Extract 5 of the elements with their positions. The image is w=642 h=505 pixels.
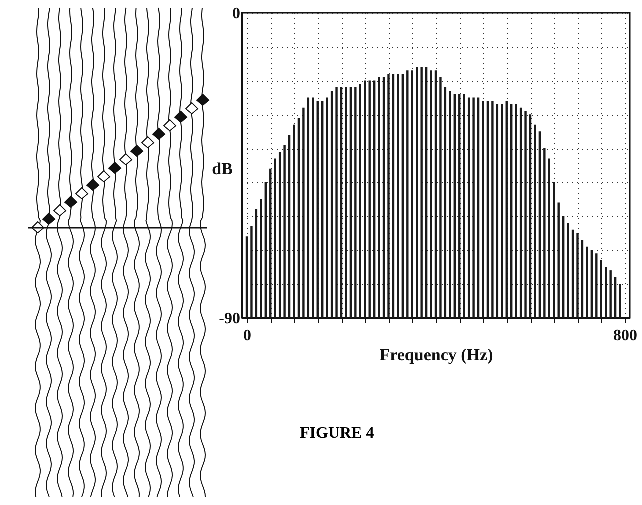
y-tick-label: -90	[219, 310, 240, 328]
y-axis-title: dB	[212, 160, 233, 178]
caption: FIGURE 4	[300, 425, 374, 443]
x-axis-title: Frequency (Hz)	[380, 346, 494, 364]
x-tick-label: 800	[614, 328, 638, 344]
